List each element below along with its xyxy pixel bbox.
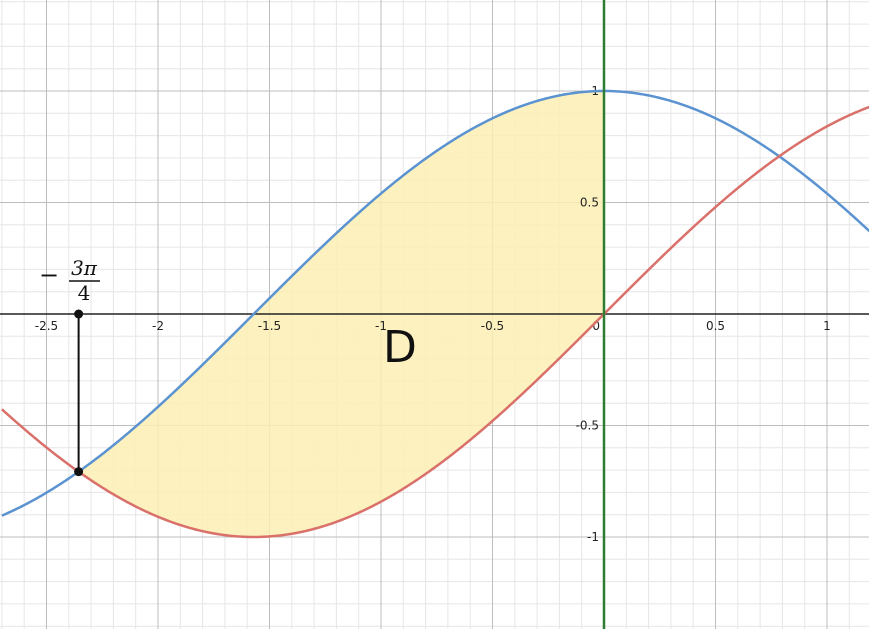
series-cos [1, 89, 869, 517]
x-tick-label: 1 [823, 319, 831, 333]
x-tick-label: 0 [592, 319, 600, 333]
region-label: D [383, 322, 417, 373]
annotation-point-intersection[interactable] [74, 467, 84, 477]
x-tick-label: 0.5 [706, 319, 725, 333]
x-tick-label: -2.5 [35, 319, 58, 333]
y-tick-label: 0.5 [580, 196, 599, 210]
x-tick-labels: -2.5 -2 -1.5 -1 -0.5 0 0.5 1 [35, 319, 831, 333]
x-tick-label: -2 [152, 319, 164, 333]
x-tick-label: -0.5 [481, 319, 504, 333]
annotation-label: − 3π 4 [39, 256, 100, 305]
series-sin [1, 105, 869, 539]
annotation-point-top[interactable] [74, 309, 84, 319]
x-tick-label: -1.5 [258, 319, 281, 333]
y-tick-labels: 10.5-0.5-1 [576, 84, 599, 544]
x-tick-label: -1 [375, 319, 387, 333]
annotation-denominator: 4 [78, 281, 91, 305]
y-tick-label: -1 [587, 530, 599, 544]
annotation-minus: − [39, 261, 59, 289]
y-tick-label: -0.5 [576, 419, 599, 433]
annotation-numerator: 3π [71, 256, 98, 280]
